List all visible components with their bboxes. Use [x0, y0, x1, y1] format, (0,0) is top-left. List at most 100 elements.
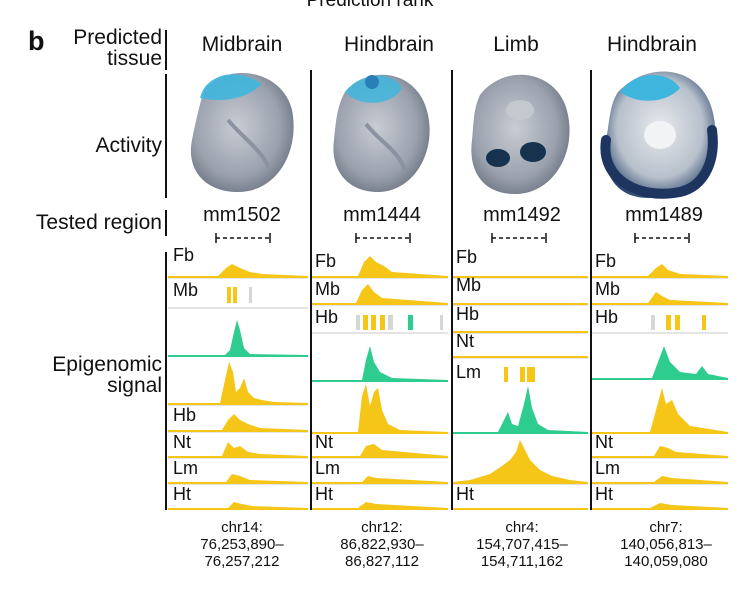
track-label-c1-1: Mb — [173, 280, 199, 300]
signal-col3-mb — [453, 303, 588, 305]
chr-2: chr12: — [361, 519, 403, 536]
region-id-2: mm1444 — [343, 204, 421, 226]
signal-col1-lm — [168, 474, 308, 484]
column-separator-1 — [310, 70, 312, 510]
track-label-c2-2: Hb — [315, 307, 339, 327]
start-4: 140,056,813– — [620, 536, 712, 553]
signal-col2-yellow-big — [312, 384, 448, 434]
signal-col3-fb — [453, 276, 588, 278]
axis-line-region — [165, 210, 167, 236]
signal-col2-nt — [312, 444, 448, 458]
start-1: 76,253,890– — [200, 536, 284, 553]
chr-1: chr14: — [221, 519, 263, 536]
signal-col1-ht — [168, 502, 308, 510]
signal-col4-nt — [592, 446, 728, 458]
end-3: 154,711,162 — [480, 553, 564, 570]
track-label-c4-5: Nt — [595, 432, 613, 452]
embryo-image-3 — [471, 74, 570, 194]
track-label-c3-7: Ht — [456, 484, 474, 504]
region-scale-bar-1 — [215, 233, 271, 243]
signal-col3-yellow-big — [453, 440, 588, 484]
track-label-c2-5: Nt — [315, 432, 333, 452]
track-label-c1-4: Hb — [173, 405, 197, 425]
track-label-c1-6: Lm — [173, 458, 199, 478]
signal-col2-hb-peaks — [356, 315, 443, 330]
region-scale-bar-2 — [355, 233, 411, 243]
axis-line-signal — [165, 252, 167, 510]
tissue-header-2: Hindbrain — [344, 33, 434, 56]
epigenomic-label-line2: signal — [107, 374, 162, 397]
end-2: 86,827,112 — [345, 553, 419, 570]
column-separator-2 — [451, 70, 453, 510]
signal-col1-yellow-big — [168, 362, 308, 405]
signal-col4-hb-peaks — [651, 315, 706, 330]
signal-col4-yellow-big — [592, 388, 728, 434]
signal-col3-lm-peaks — [504, 367, 535, 382]
track-label-c2-0: Fb — [315, 251, 337, 271]
activity-label: Activity — [95, 134, 162, 157]
coordinates-4: chr7: 140,056,813– 140,059,080 — [596, 519, 736, 570]
signal-col2-mb — [312, 284, 448, 305]
track-label-c4-0: Fb — [595, 251, 617, 271]
axis-line-activity — [165, 74, 167, 198]
track-label-c3-1: Mb — [456, 275, 482, 295]
end-4: 140,059,080 — [624, 553, 708, 570]
signal-col2-fb — [312, 256, 448, 278]
signal-col4-fb — [592, 264, 728, 278]
predicted-tissue-label: Predicted tissue — [40, 27, 162, 69]
track-label-c3-3: Nt — [456, 331, 474, 351]
embryo-image-4 — [600, 71, 718, 199]
region-id-1: mm1502 — [203, 204, 281, 226]
tissue-header-1: Midbrain — [201, 33, 283, 56]
axis-line-tissue — [165, 30, 167, 70]
track-label-c3-2: Hb — [456, 304, 480, 324]
chr-3: chr4: — [505, 519, 539, 536]
signal-col4-lm — [592, 476, 728, 484]
signal-col1-mb-peaks — [227, 287, 252, 303]
track-label-c4-7: Ht — [595, 484, 613, 504]
signal-col3-ht — [453, 508, 588, 510]
track-label-c2-1: Mb — [315, 279, 341, 299]
end-1: 76,257,212 — [204, 553, 280, 570]
epigenomic-signal-label: Epigenomic signal — [20, 354, 162, 396]
track-label-c3-0: Fb — [456, 247, 478, 267]
track-label-c4-1: Mb — [595, 279, 621, 299]
signal-col3-nt — [453, 356, 588, 358]
coordinates-3: chr4: 154,707,415– 154,711,162 — [452, 519, 592, 570]
coordinates-1: chr14: 76,253,890– 76,257,212 — [172, 519, 312, 570]
region-id-4: mm1489 — [625, 204, 703, 226]
column-separator-3 — [590, 70, 592, 510]
tissue-header-3: Limb — [493, 33, 539, 56]
signal-col2-lm — [312, 476, 448, 484]
chr-4: chr7: — [649, 519, 683, 536]
track-label-c4-6: Lm — [595, 458, 621, 478]
region-scale-bar-3 — [491, 233, 547, 243]
coordinates-2: chr12: 86,822,930– 86,827,112 — [312, 519, 452, 570]
track-label-c1-7: Ht — [173, 484, 191, 504]
track-label-c2-7: Ht — [315, 484, 333, 504]
region-scale-bar-4 — [634, 233, 690, 243]
embryo-image-1 — [190, 72, 294, 192]
signal-col1-hb — [168, 414, 308, 432]
signal-col3-hb — [453, 331, 588, 333]
start-3: 154,707,415– — [476, 536, 568, 553]
region-id-3: mm1492 — [483, 204, 561, 226]
track-label-c2-6: Lm — [315, 458, 341, 478]
panel-letter: b — [28, 26, 45, 56]
signal-col2-green — [312, 346, 448, 382]
tested-region-label: Tested region — [35, 211, 162, 234]
signal-col1-nt — [168, 442, 308, 458]
track-label-c3-4: Lm — [456, 362, 482, 382]
signal-col4-green — [592, 346, 728, 380]
signal-col3-green — [453, 386, 588, 434]
signal-col4-mb — [592, 292, 728, 305]
embryo-image-2 — [333, 74, 430, 192]
predicted-label-line2: tissue — [107, 47, 162, 70]
signal-col4-ht — [592, 503, 728, 510]
tissue-header-4: Hindbrain — [607, 33, 697, 56]
signal-col1-green — [168, 320, 308, 357]
start-2: 86,822,930– — [340, 536, 424, 553]
track-label-c1-0: Fb — [173, 245, 195, 265]
track-label-c1-5: Nt — [173, 432, 191, 452]
